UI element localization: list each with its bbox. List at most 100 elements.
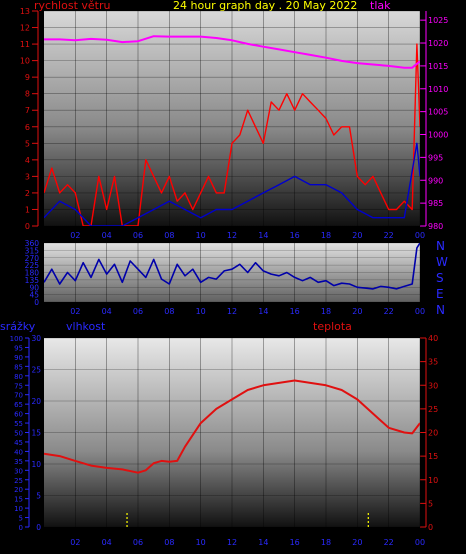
p2-xtick-label: 02 <box>70 307 80 316</box>
direction-tick-label: 360 <box>25 239 40 248</box>
wind-direction-line <box>44 243 420 290</box>
p3-xtick-label: 14 <box>258 538 268 547</box>
rain-tick-label: 45 <box>14 439 23 447</box>
temperature-tick-label: 10 <box>428 476 438 485</box>
rain-tick-label: 0 <box>19 524 23 532</box>
p3-xtick-label: 12 <box>227 538 237 547</box>
p1-xtick-label: 02 <box>70 231 80 240</box>
wind-speed-tick-label: 5 <box>25 139 30 148</box>
rain-tick-label: 70 <box>14 392 23 400</box>
p2-xtick-label: 10 <box>196 307 206 316</box>
p1-xtick-label: 04 <box>102 231 112 240</box>
pressure-tick-label: 1010 <box>428 85 448 94</box>
compass-label-n-top: N <box>436 239 445 253</box>
p2-xtick-label: 16 <box>290 307 300 316</box>
p2-xtick-label: 12 <box>227 307 237 316</box>
p2-xtick-label: 20 <box>352 307 362 316</box>
pressure-line <box>44 35 420 69</box>
rain-tick-label: 40 <box>14 448 23 456</box>
p3-xtick-label: 10 <box>196 538 206 547</box>
p3-xtick-label: 08 <box>164 538 174 547</box>
rain-tick-label: 65 <box>14 401 23 409</box>
temperature-tick-label: 15 <box>428 452 438 461</box>
direction-tick-label: 180 <box>25 269 40 278</box>
rain-tick-label: 20 <box>14 486 23 494</box>
pressure-tick-label: 1015 <box>428 62 448 71</box>
direction-tick-label: 270 <box>25 254 40 263</box>
rain-tick-label: 30 <box>14 467 23 475</box>
rain-tick-label: 25 <box>14 477 23 485</box>
humidity-tick-label: 5 <box>36 492 41 501</box>
p3-xtick-label: 06 <box>133 538 143 547</box>
rain-tick-label: 85 <box>14 363 23 371</box>
wind-speed-line <box>44 43 420 226</box>
p1-xtick-label: 06 <box>133 231 143 240</box>
p1-xtick-label: 14 <box>258 231 268 240</box>
chart-marks: 0123456789101112139809859909951000100510… <box>10 7 449 547</box>
wind-speed-tick-label: 11 <box>20 40 30 49</box>
p2-xtick-label: 18 <box>321 307 331 316</box>
pressure-tick-label: 1025 <box>428 16 448 25</box>
wind-speed-tick-label: 8 <box>25 90 30 99</box>
p1-xtick-label: 08 <box>164 231 174 240</box>
compass-label-s: S <box>436 271 444 285</box>
temperature-tick-label: 25 <box>428 405 438 414</box>
rain-tick-label: 75 <box>14 382 23 390</box>
p1-xtick-label: 12 <box>227 231 237 240</box>
wind-speed-tick-label: 3 <box>25 172 30 181</box>
wind-speed-tick-label: 13 <box>20 7 30 16</box>
p1-xtick-label: 22 <box>384 231 394 240</box>
p1-xtick-label: 00 <box>415 231 425 240</box>
temperature-tick-label: 40 <box>428 334 438 343</box>
rain-tick-label: 10 <box>14 505 23 513</box>
wind-speed-axis-title: rychlost větru <box>34 0 110 12</box>
p3-xtick-label: 20 <box>352 538 362 547</box>
rain-axis-title: srážky <box>0 320 36 333</box>
direction-tick-label: 0 <box>34 298 39 307</box>
wind-speed-tick-label: 7 <box>25 106 30 115</box>
pressure-tick-label: 995 <box>428 153 443 162</box>
p2-xtick-label: 22 <box>384 307 394 316</box>
pressure-tick-label: 1000 <box>428 131 448 140</box>
p2-xtick-label: 06 <box>133 307 143 316</box>
wind-speed-tick-label: 6 <box>25 123 30 132</box>
pressure-tick-label: 1005 <box>428 108 448 117</box>
humidity-tick-label: 10 <box>31 460 41 469</box>
rain-tick-label: 50 <box>14 430 23 438</box>
temperature-tick-label: 0 <box>428 523 433 532</box>
wind-speed-tick-label: 4 <box>25 156 30 165</box>
temperature-line <box>44 379 420 474</box>
direction-tick-label: 135 <box>25 276 40 285</box>
temperature-tick-label: 30 <box>428 381 438 390</box>
p3-xtick-label: 04 <box>102 538 112 547</box>
rain-tick-label: 55 <box>14 420 23 428</box>
p1-xtick-label: 20 <box>352 231 362 240</box>
direction-tick-label: 225 <box>25 261 40 270</box>
pressure-tick-label: 985 <box>428 199 443 208</box>
p1-xtick-label: 16 <box>290 231 300 240</box>
wind-speed-tick-label: 10 <box>20 57 30 66</box>
temperature-tick-label: 5 <box>428 499 433 508</box>
wind-speed-tick-label: 0 <box>25 222 30 231</box>
rain-tick-label: 90 <box>14 354 23 362</box>
humidity-tick-label: 0 <box>36 523 41 532</box>
wind-speed-tick-label: 1 <box>25 205 30 214</box>
rain-tick-label: 100 <box>10 335 23 343</box>
wind-speed-tick-label: 9 <box>25 73 30 82</box>
humidity-tick-label: 30 <box>31 334 41 343</box>
pressure-tick-label: 990 <box>428 176 443 185</box>
humidity-tick-label: 20 <box>31 397 41 406</box>
p1-xtick-label: 10 <box>196 231 206 240</box>
p3-xtick-label: 00 <box>415 538 425 547</box>
wind-average-line <box>44 142 420 226</box>
direction-tick-label: 315 <box>25 246 40 255</box>
p2-xtick-label: 04 <box>102 307 112 316</box>
temperature-tick-label: 35 <box>428 358 438 367</box>
temperature-tick-label: 20 <box>428 429 438 438</box>
chart-title: 24 hour graph day . 20 May 2022 <box>173 0 357 12</box>
direction-tick-label: 45 <box>29 291 39 300</box>
p3-xtick-label: 02 <box>70 538 80 547</box>
wind-speed-tick-label: 12 <box>20 24 30 33</box>
rain-tick-label: 5 <box>19 515 23 523</box>
